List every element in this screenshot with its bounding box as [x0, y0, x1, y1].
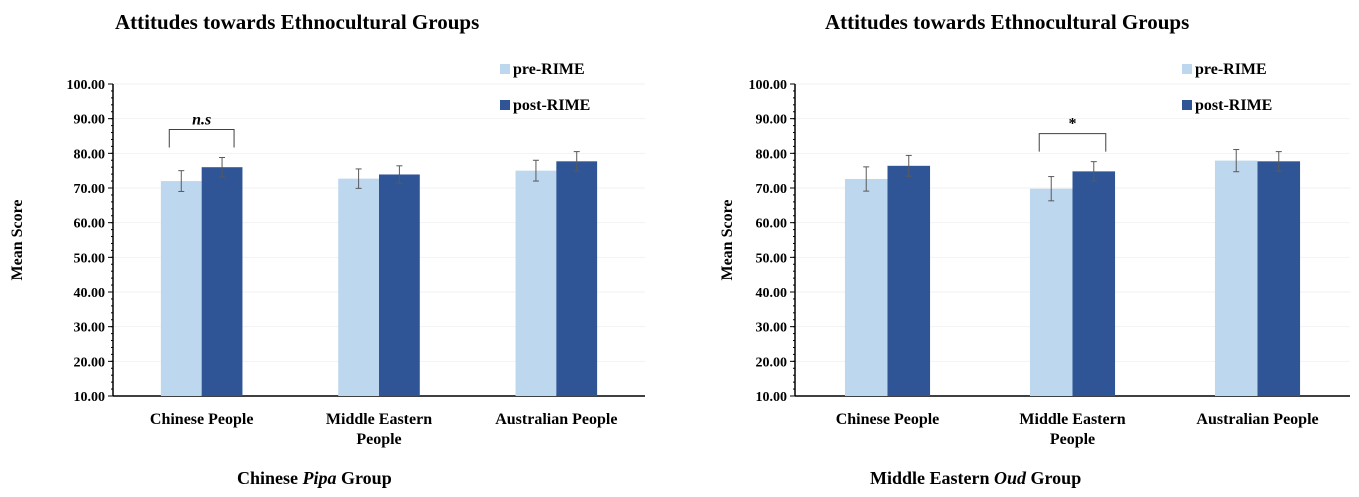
y-tick-label: 20.00 [756, 355, 788, 370]
bar-post [1257, 161, 1301, 396]
y-tick-label: 50.00 [74, 251, 106, 266]
y-tick-label: 30.00 [756, 321, 788, 336]
chart-panel-middle-eastern-oud: Attitudes towards Ethnocultural Groups 1… [680, 0, 1359, 497]
x-tick-label: Chinese People [150, 411, 254, 428]
bar-pre [1029, 188, 1073, 396]
legend-label: pre-RIME [513, 61, 585, 78]
bar-chart: 10.00 20.00 30.00 40.00 50.00 60.00 70.00 80.00… [9, 61, 645, 448]
legend-label: post-RIME [513, 97, 590, 114]
y-tick-label: 100.00 [67, 78, 106, 93]
group-caption: Middle Eastern Oud Group [870, 468, 1082, 488]
y-tick-label: 60.00 [74, 217, 106, 232]
group-caption: Chinese Pipa Group [237, 468, 392, 488]
significance-label: * [1069, 116, 1077, 133]
y-tick-label: 60.00 [756, 217, 788, 232]
x-tick-label: Australian People [1196, 411, 1318, 428]
x-tick-label: Chinese People [836, 411, 940, 428]
y-tick-label: 70.00 [756, 182, 788, 197]
bar-pre [338, 178, 379, 396]
significance-bracket [168, 128, 235, 148]
chart-title: Attitudes towards Ethnocultural Groups [825, 10, 1190, 34]
y-tick-label: 10.00 [74, 390, 106, 405]
bar-post [556, 161, 598, 396]
y-tick-label: 70.00 [74, 182, 106, 197]
legend-swatch [500, 64, 510, 74]
x-tick-label: Middle Eastern [1019, 411, 1125, 428]
bar-post [379, 174, 420, 396]
x-tick-label: Middle Eastern [326, 411, 432, 428]
bar-pre [515, 170, 557, 396]
chart-title: Attitudes towards Ethnocultural Groups [115, 10, 480, 34]
y-axis-label: Mean Score [719, 199, 736, 280]
legend-swatch [1182, 64, 1192, 74]
bar-post [1072, 171, 1116, 396]
chart-panel-chinese-pipa: Attitudes towards Ethnocultural Groups 1… [9, 10, 645, 488]
bar-pre [844, 178, 888, 396]
y-tick-label: 50.00 [756, 251, 788, 266]
bar-pre [1214, 160, 1258, 396]
y-tick-label: 10.00 [756, 390, 788, 405]
bar-chart: 10.00 20.00 30.00 40.00 50.00 60.00 70.00 80.00… [719, 61, 1350, 448]
x-tick-label: People [1050, 431, 1095, 448]
legend-label: post-RIME [1195, 97, 1272, 114]
significance-bracket [1038, 133, 1107, 152]
y-tick-label: 40.00 [756, 286, 788, 301]
legend-swatch [1182, 100, 1192, 110]
y-tick-label: 90.00 [756, 113, 788, 128]
x-tick-label: People [356, 431, 401, 448]
y-tick-label: 80.00 [74, 147, 106, 162]
y-tick-label: 80.00 [756, 147, 788, 162]
bar-post [887, 165, 931, 396]
x-tick-label: Australian People [495, 411, 617, 428]
bar-post [201, 167, 243, 396]
legend-label: pre-RIME [1195, 61, 1267, 78]
significance-label: n.s [192, 111, 211, 128]
y-tick-label: 40.00 [74, 286, 106, 301]
y-tick-label: 100.00 [749, 78, 788, 93]
y-tick-label: 90.00 [74, 113, 106, 128]
y-tick-label: 20.00 [74, 355, 106, 370]
y-axis-label: Mean Score [9, 199, 26, 280]
y-tick-label: 30.00 [74, 321, 106, 336]
bar-pre [160, 181, 202, 396]
legend-swatch [500, 100, 510, 110]
